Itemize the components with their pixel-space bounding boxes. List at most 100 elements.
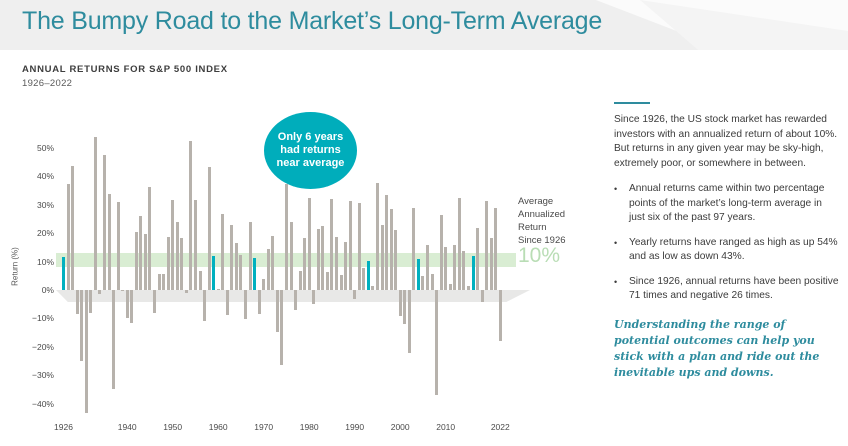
y-tick-label: −20% [32,341,54,352]
bar-1930 [80,290,84,361]
bar-1988 [344,242,348,290]
panel-top-rule [614,102,650,104]
callout-bubble: Only 6 years had returns near average [264,112,357,189]
bar-2001 [403,290,407,324]
bar-1928 [71,166,75,290]
x-tick-label: 1990 [345,422,365,432]
bar-2008 [435,290,439,396]
y-tick-label: 30% [36,199,54,210]
bar-1967 [248,221,252,290]
y-tick-label: 40% [36,171,54,182]
bar-2021 [494,208,498,290]
x-tick-label: 1980 [299,422,319,432]
x-tick-label: 2010 [436,422,456,432]
bar-1983 [321,226,325,290]
bullet-icon: • [614,184,618,194]
bar-2006 [426,245,429,290]
bar-1991 [357,203,361,290]
page-title: The Bumpy Road to the Market’s Long-Term… [22,7,603,35]
bullet-text: Yearly returns have ranged as high as up… [629,236,838,263]
bar-1950 [171,199,175,290]
y-tick-label: −30% [32,370,54,381]
bar-1972 [271,236,275,290]
bar-1934 [98,290,102,294]
bar-1975 [284,184,288,290]
bar-1964 [234,243,238,290]
bar-1969 [257,290,261,315]
bar-1953 [184,290,188,293]
bar-1944 [143,233,147,290]
average-return-value: 10% [518,244,561,267]
bar-1966 [244,290,247,319]
bar-2011 [448,284,452,290]
bar-2009 [439,214,443,290]
bar-1979 [303,237,307,290]
bar-1962 [225,290,229,315]
x-tick-label: 2000 [390,422,410,432]
y-tick-label: 50% [36,143,54,153]
bar-1935 [102,154,106,290]
bar-1974 [280,290,284,366]
bar-1993 [366,261,370,290]
x-tick-label: 2022 [490,422,510,432]
bar-1926 [62,257,65,290]
bar-2017 [476,228,480,290]
x-tick-label: 1940 [117,422,137,432]
bar-1931 [84,290,88,413]
bar-1989 [348,200,352,290]
bar-1970 [262,278,266,290]
returns-bar-chart: Return (%) Only 6 years had returns near… [10,100,590,445]
bar-1947 [157,273,161,290]
bar-1980 [307,197,311,290]
bar-1927 [66,183,70,290]
list-item: • Annual returns came within two percent… [614,182,839,226]
bar-1990 [353,290,357,299]
bar-2005 [421,276,425,290]
bar-2010 [444,247,448,290]
bar-1948 [162,274,166,290]
bar-1946 [153,290,156,313]
bar-1936 [107,193,111,290]
bar-2012 [453,244,457,290]
bar-1942 [134,232,138,290]
bar-1949 [166,236,170,290]
panel-intro-paragraph: Since 1926, the US stock market has rewa… [614,114,838,169]
bar-1987 [339,275,343,290]
list-item: • Since 1926, annual returns have been p… [614,275,839,304]
bar-2004 [416,259,420,290]
bar-1973 [275,290,279,332]
bar-2018 [480,290,484,303]
bar-1981 [312,290,316,304]
bar-1941 [130,290,134,323]
bar-1976 [289,222,293,290]
bar-1959 [212,255,216,290]
bar-2016 [471,255,475,290]
y-tick-label: 20% [36,228,54,239]
bar-2007 [430,274,434,290]
bar-1982 [316,229,320,290]
bar-2013 [457,197,461,290]
y-tick-label: 10% [36,256,54,267]
panel-closing-note: Understanding the range of potential out… [614,317,820,379]
bar-1984 [325,272,329,290]
bar-1978 [298,271,302,290]
x-tick-label: 1960 [208,422,228,432]
baseline-floor [56,290,530,302]
bar-1968 [253,258,257,290]
bar-1951 [175,221,179,290]
bar-1938 [116,201,120,290]
bar-1954 [189,140,193,290]
bar-2020 [489,237,493,290]
list-item: • Yearly returns have ranged as high as … [614,236,839,265]
bar-1932 [89,290,93,314]
bar-1963 [230,225,234,290]
bar-1999 [394,230,398,290]
bullet-icon: • [614,276,618,287]
bar-1940 [125,290,129,318]
bullet-text: Since 1926, annual returns have been pos… [629,275,839,302]
bar-1958 [207,166,211,290]
bar-2015 [466,286,470,290]
bar-1937 [112,290,116,390]
chart-subtitle-years: 1926–2022 [22,78,73,89]
bar-1985 [330,198,334,290]
